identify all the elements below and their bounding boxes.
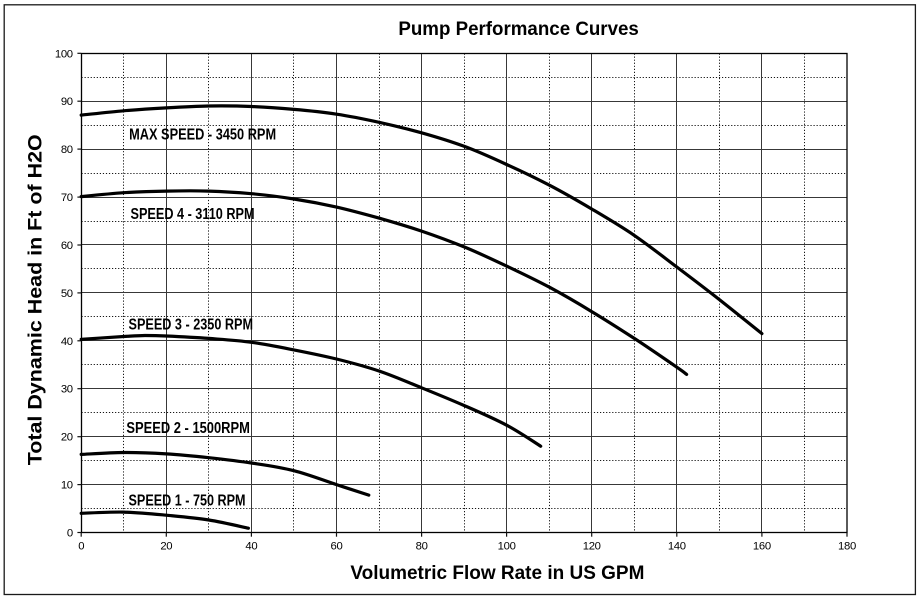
svg-text:30: 30 [61, 384, 73, 396]
svg-text:40: 40 [245, 541, 257, 553]
svg-text:80: 80 [61, 144, 73, 156]
svg-text:SPEED 1 - 750 RPM: SPEED 1 - 750 RPM [129, 493, 246, 510]
svg-text:70: 70 [61, 192, 73, 204]
svg-text:140: 140 [668, 541, 686, 553]
svg-text:SPEED 2 - 1500RPM: SPEED 2 - 1500RPM [126, 420, 249, 437]
svg-text:120: 120 [583, 541, 601, 553]
svg-text:10: 10 [61, 480, 73, 492]
svg-text:Total Dynamic Head in Ft of H2: Total Dynamic Head in Ft of H2O [25, 134, 47, 465]
svg-text:40: 40 [61, 336, 73, 348]
svg-text:20: 20 [160, 541, 172, 553]
svg-text:MAX SPEED - 3450 RPM: MAX SPEED - 3450 RPM [129, 126, 276, 143]
svg-text:100: 100 [498, 541, 516, 553]
svg-text:SPEED 4 - 3110 RPM: SPEED 4 - 3110 RPM [131, 206, 255, 223]
svg-text:50: 50 [61, 288, 73, 300]
svg-text:0: 0 [67, 528, 73, 540]
svg-text:20: 20 [61, 432, 73, 444]
svg-text:160: 160 [753, 541, 771, 553]
svg-text:90: 90 [61, 96, 73, 108]
svg-text:60: 60 [331, 541, 343, 553]
svg-text:SPEED 3 - 2350 RPM: SPEED 3 - 2350 RPM [129, 316, 254, 333]
svg-text:100: 100 [55, 48, 73, 60]
svg-text:80: 80 [416, 541, 428, 553]
svg-text:180: 180 [838, 541, 856, 553]
svg-text:Volumetric Flow Rate in US GPM: Volumetric Flow Rate in US GPM [350, 562, 644, 584]
svg-text:0: 0 [78, 541, 84, 553]
svg-text:Pump Performance Curves: Pump Performance Curves [398, 18, 639, 40]
svg-text:60: 60 [61, 240, 73, 252]
